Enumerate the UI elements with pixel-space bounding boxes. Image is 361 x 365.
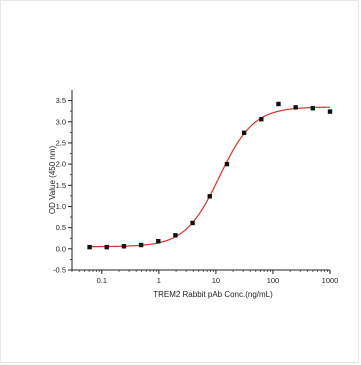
data-point [173,233,178,238]
x-axis-title: TREM2 Rabbit pAb Conc.(ng/mL) [153,290,273,299]
y-tick-label: 0.0 [56,244,66,253]
y-tick-label: 1.5 [56,181,66,190]
x-tick-label: 1000 [322,276,339,285]
data-point [293,105,298,110]
x-tick-label: 1 [157,276,161,285]
plot-area: -0.5 0.0 0.5 1.0 1.5 2.0 2.5 3.0 3.5 0.1 1 10 100 100… [53,90,338,285]
data-point [190,220,195,226]
y-tick-label: -0.5 [53,266,66,275]
data-point [138,242,144,248]
x-tick-label: 10 [212,276,220,285]
y-tick-label: 3.5 [56,96,66,105]
data-point [276,101,281,107]
y-tick-label: 0.5 [56,223,66,232]
data-point [87,244,92,250]
y-axis-title: OD Value (450 nm) [48,146,57,215]
y-tick-label: 3.0 [56,117,66,126]
data-point [121,244,127,249]
fit-curve [89,106,331,248]
x-tick-label: 100 [267,276,280,285]
x-tick-label: 0.1 [97,276,107,285]
y-tick-label: 1.0 [56,202,66,211]
data-point [259,117,264,122]
y-tick-label: 2.5 [56,138,66,147]
data-point [241,130,247,135]
data-point [104,244,109,250]
data-point [327,109,333,114]
data-point [156,239,161,244]
data-point [207,194,212,199]
data-point [310,106,316,111]
y-tick-label: 2.0 [56,160,66,169]
data-point [224,161,230,167]
